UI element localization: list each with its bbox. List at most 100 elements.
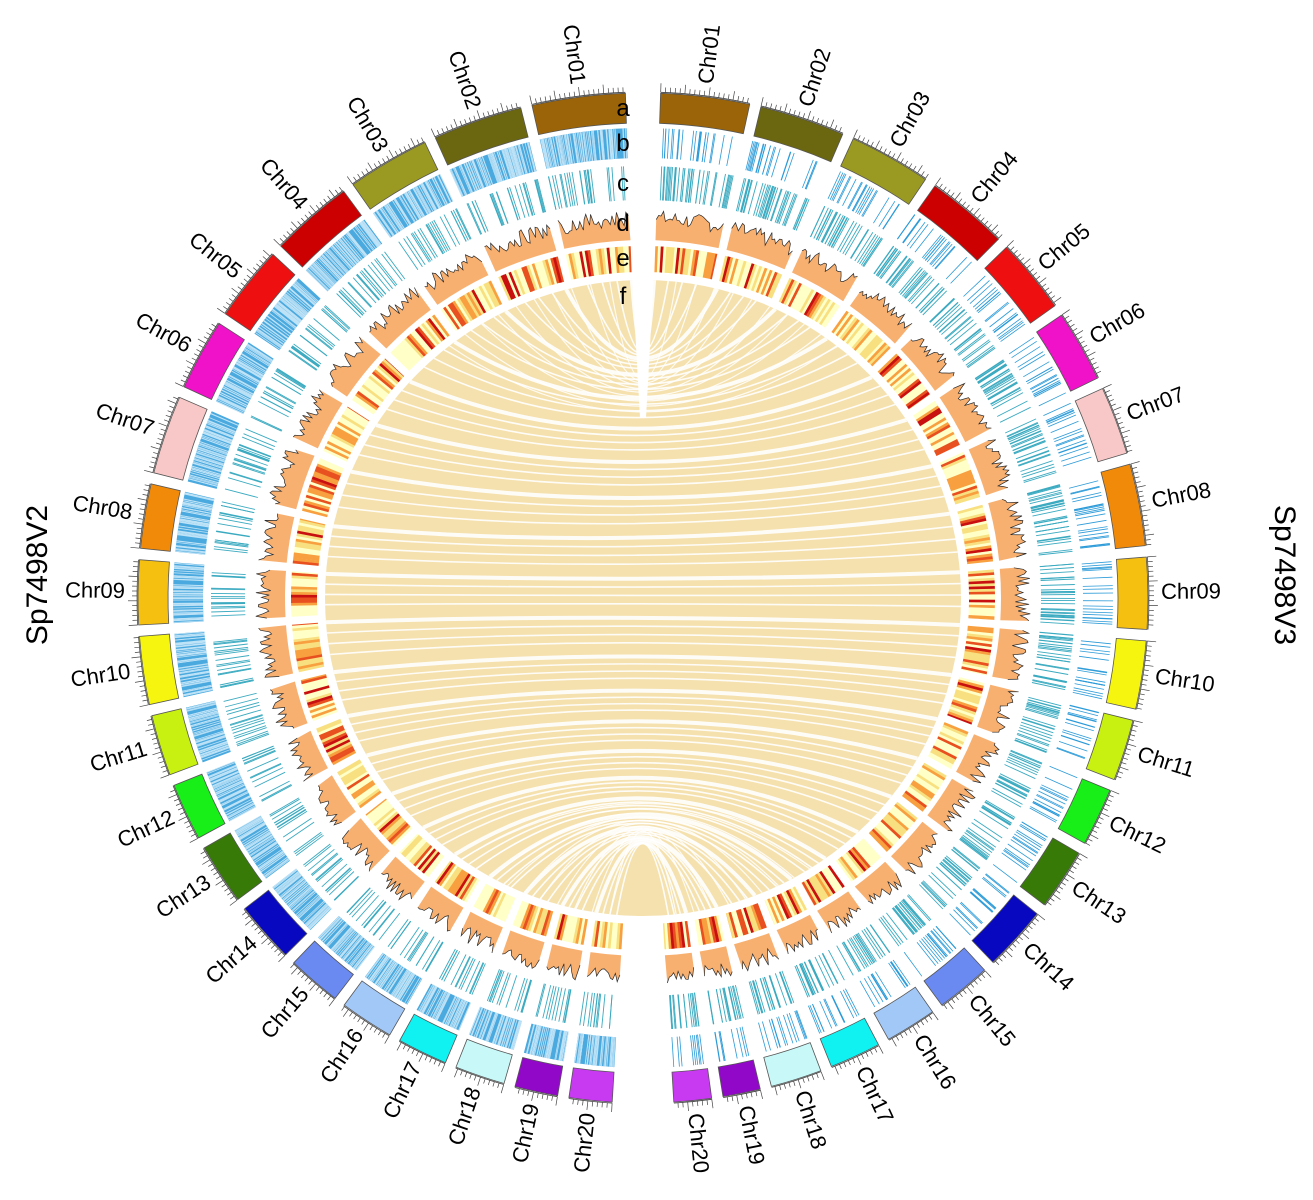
track-c-feature [558, 988, 566, 1022]
track-c-feature [877, 248, 898, 277]
track-c-feature [999, 406, 1031, 423]
tick-mark [304, 977, 309, 982]
track-b-feature [502, 149, 513, 179]
track-b-feature [280, 298, 304, 319]
track-c-feature [953, 328, 981, 351]
tick-baseline-left-chr19 [514, 1087, 558, 1098]
track-d-line-right-chr12 [969, 742, 1000, 784]
track-e-bin [747, 905, 760, 932]
track-b-feature [241, 353, 268, 370]
track-b-feature [699, 1034, 704, 1065]
track-e-bin [324, 445, 350, 460]
track-b-feature [494, 1015, 505, 1045]
track-c-feature [672, 167, 676, 202]
tick-mark [862, 137, 865, 143]
track-b-feature [206, 761, 235, 773]
track-e-bin [715, 915, 725, 942]
track-c-feature [850, 937, 869, 967]
synteny-boundary [410, 767, 871, 821]
track-b-feature [198, 741, 228, 753]
track-e-bin [958, 677, 985, 687]
track-e-bin [573, 252, 582, 279]
synteny-boundary [435, 785, 846, 845]
track-c-feature [831, 217, 848, 248]
tick-mark [611, 1103, 613, 1113]
tick-mark [994, 230, 999, 235]
track-c-feature [269, 798, 300, 817]
track-b-feature [208, 765, 237, 779]
tick-mark [531, 1091, 534, 1101]
track-e-bin [957, 504, 984, 515]
track-b-feature [346, 939, 367, 964]
track-b-feature [601, 1036, 605, 1067]
track-b-feature [368, 955, 388, 981]
track-b-feature [561, 134, 568, 165]
track-e-bin [966, 633, 993, 640]
track-b-feature [407, 190, 424, 218]
track-b-feature [670, 128, 673, 159]
tick-baseline-left-chr11 [150, 715, 170, 776]
track-b-feature [600, 129, 605, 160]
tick-mark [1125, 748, 1131, 751]
track-b-feature [311, 264, 334, 286]
track-b-feature [490, 153, 501, 182]
track-c-feature [347, 282, 372, 308]
track-c-feature [1010, 749, 1043, 764]
track-c-feature [262, 392, 294, 410]
track-e-bin [857, 333, 877, 355]
track-b-feature [1079, 535, 1109, 540]
tick-mark [182, 375, 188, 379]
track-b-feature [517, 144, 527, 175]
chromosome-label-left-chr14: Chr14 [200, 930, 261, 988]
track-b-feature [347, 231, 368, 256]
track-b-feature [859, 980, 876, 1008]
track-e-bin [792, 285, 808, 310]
track-e-bin [940, 454, 966, 468]
track-c-feature [901, 899, 925, 926]
track-c-feature [837, 220, 855, 251]
track-b-feature [982, 877, 1006, 898]
track-e-bin [902, 385, 926, 403]
track-e-bin [492, 892, 507, 918]
track-e-bin [787, 282, 803, 308]
track-e-bin [930, 431, 955, 447]
track-e-bin [419, 324, 438, 347]
track-b-feature [181, 509, 211, 516]
track-d-area-right-chr01 [655, 211, 724, 249]
track-c-feature [466, 203, 482, 235]
track-b-feature [510, 1020, 520, 1050]
tick-mark [1122, 435, 1128, 439]
track-b-feature [219, 393, 247, 408]
track-b-feature [1012, 835, 1039, 853]
track-e-bin [558, 914, 568, 941]
track-e-bin [311, 707, 337, 719]
track-e-bin [590, 249, 597, 276]
track-e-bin [324, 736, 350, 751]
track-b-feature [544, 138, 552, 168]
track-c-feature [722, 987, 730, 1022]
tick-mark [955, 995, 959, 1001]
tick-mark [883, 148, 887, 154]
track-b-feature [1001, 852, 1027, 871]
tick-mark [1121, 762, 1127, 765]
track-e-bin [827, 865, 845, 889]
tick-mark [834, 125, 838, 130]
track-e-bin [963, 653, 990, 662]
track-c-feature [452, 209, 469, 241]
track-b-feature [345, 938, 366, 963]
track-e-bin [564, 915, 573, 942]
track-c-feature [982, 804, 1012, 824]
track-c-feature [934, 303, 961, 328]
tick-mark [947, 1001, 954, 1010]
track-b-feature [309, 907, 332, 930]
tick-mark [421, 137, 424, 143]
tick-mark [144, 484, 150, 487]
track-b-feature [1033, 381, 1061, 396]
track-b-feature [314, 261, 336, 284]
track-b-feature [207, 421, 236, 434]
track-b-feature [1012, 836, 1038, 854]
track-c-feature [1022, 718, 1055, 730]
track-b-feature [1055, 434, 1084, 446]
track-e-bin [456, 874, 473, 899]
track-b-feature [396, 972, 413, 999]
